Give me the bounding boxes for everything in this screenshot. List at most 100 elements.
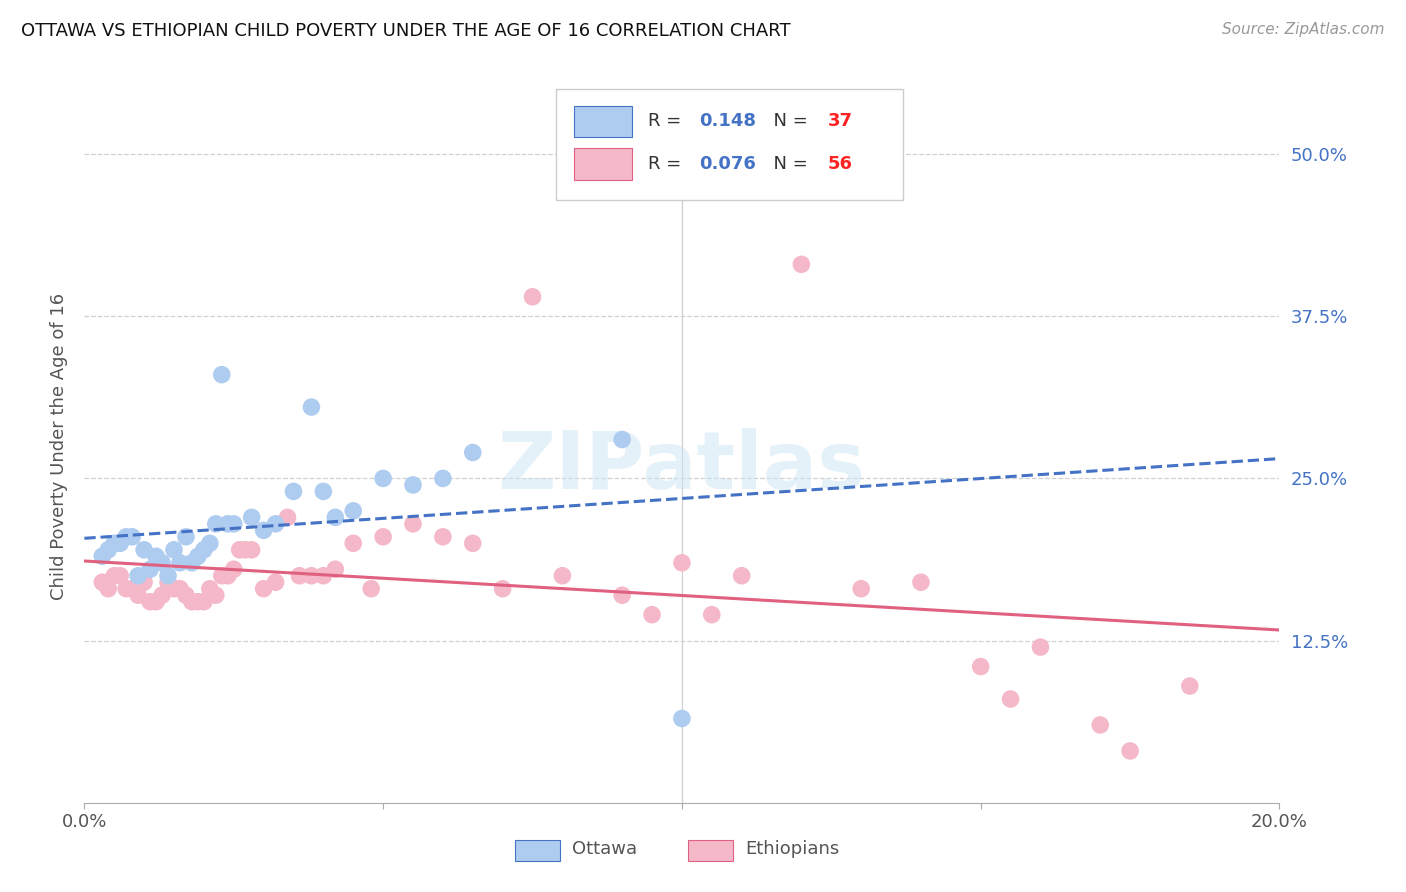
Text: Source: ZipAtlas.com: Source: ZipAtlas.com xyxy=(1222,22,1385,37)
Point xyxy=(228,542,252,557)
Point xyxy=(700,607,723,622)
Point xyxy=(612,433,634,447)
Text: 0.148: 0.148 xyxy=(699,112,755,130)
Point xyxy=(551,568,574,582)
Point xyxy=(163,582,186,596)
Point xyxy=(1090,718,1112,732)
Point xyxy=(301,400,323,414)
Point xyxy=(641,607,664,622)
Point xyxy=(181,556,204,570)
Text: R =: R = xyxy=(648,112,688,130)
Point xyxy=(157,568,180,582)
Text: 56: 56 xyxy=(828,155,852,173)
Point xyxy=(174,588,197,602)
Point xyxy=(461,445,484,459)
FancyBboxPatch shape xyxy=(575,105,631,137)
Point xyxy=(145,549,167,564)
Point xyxy=(211,368,233,382)
Point xyxy=(139,595,162,609)
FancyBboxPatch shape xyxy=(688,840,734,862)
Point xyxy=(132,575,156,590)
Point xyxy=(325,562,347,576)
Point xyxy=(264,575,287,590)
Text: Ottawa: Ottawa xyxy=(572,840,637,858)
Point xyxy=(217,516,239,531)
Point xyxy=(181,595,204,609)
Point xyxy=(264,516,287,531)
Text: OTTAWA VS ETHIOPIAN CHILD POVERTY UNDER THE AGE OF 16 CORRELATION CHART: OTTAWA VS ETHIOPIAN CHILD POVERTY UNDER … xyxy=(21,22,790,40)
Point xyxy=(222,562,245,576)
Text: R =: R = xyxy=(648,155,688,173)
Point xyxy=(163,542,186,557)
Point xyxy=(205,516,228,531)
Point xyxy=(127,568,149,582)
FancyBboxPatch shape xyxy=(575,148,631,180)
Y-axis label: Child Poverty Under the Age of 16: Child Poverty Under the Age of 16 xyxy=(49,293,67,599)
Point xyxy=(325,510,347,524)
Text: 37: 37 xyxy=(828,112,852,130)
Point xyxy=(91,575,114,590)
Point xyxy=(402,516,425,531)
Point xyxy=(145,595,167,609)
Point xyxy=(150,556,173,570)
Point xyxy=(432,471,454,485)
Point xyxy=(671,711,693,725)
Point xyxy=(169,582,191,596)
Point xyxy=(222,516,245,531)
Text: N =: N = xyxy=(762,155,814,173)
Point xyxy=(103,568,125,582)
Point xyxy=(132,542,156,557)
Point xyxy=(277,510,299,524)
Point xyxy=(198,582,221,596)
Point xyxy=(910,575,932,590)
Point xyxy=(121,582,143,596)
Point xyxy=(97,542,120,557)
Point xyxy=(612,588,634,602)
Point xyxy=(193,542,215,557)
Point xyxy=(1029,640,1052,654)
Point xyxy=(432,530,454,544)
Text: 0.076: 0.076 xyxy=(699,155,755,173)
Point xyxy=(174,530,197,544)
Text: N =: N = xyxy=(762,112,814,130)
Point xyxy=(312,484,335,499)
Point xyxy=(110,536,132,550)
Point xyxy=(198,536,221,550)
Point xyxy=(157,575,180,590)
Point xyxy=(103,536,125,550)
Point xyxy=(1119,744,1142,758)
Point xyxy=(169,556,191,570)
Point xyxy=(373,530,395,544)
Point xyxy=(1000,692,1022,706)
Point xyxy=(217,568,239,582)
Point xyxy=(970,659,993,673)
Point xyxy=(851,582,873,596)
Point xyxy=(790,257,813,271)
Point xyxy=(461,536,484,550)
Text: ZIPatlas: ZIPatlas xyxy=(498,428,866,507)
Point xyxy=(288,568,311,582)
Point xyxy=(492,582,515,596)
Point xyxy=(110,568,132,582)
Point xyxy=(731,568,754,582)
Point xyxy=(253,524,276,538)
Point xyxy=(671,556,693,570)
Point xyxy=(150,588,173,602)
Point xyxy=(253,582,276,596)
Point xyxy=(342,504,364,518)
Point xyxy=(187,549,209,564)
Point xyxy=(205,588,228,602)
Point xyxy=(360,582,382,596)
Point xyxy=(121,530,143,544)
Point xyxy=(1178,679,1201,693)
Point xyxy=(240,510,263,524)
Point xyxy=(193,595,215,609)
Point xyxy=(127,588,149,602)
Point xyxy=(312,568,335,582)
Point xyxy=(235,542,257,557)
Point xyxy=(522,290,544,304)
Text: Ethiopians: Ethiopians xyxy=(745,840,839,858)
Point xyxy=(139,562,162,576)
FancyBboxPatch shape xyxy=(515,840,560,862)
Point xyxy=(211,568,233,582)
